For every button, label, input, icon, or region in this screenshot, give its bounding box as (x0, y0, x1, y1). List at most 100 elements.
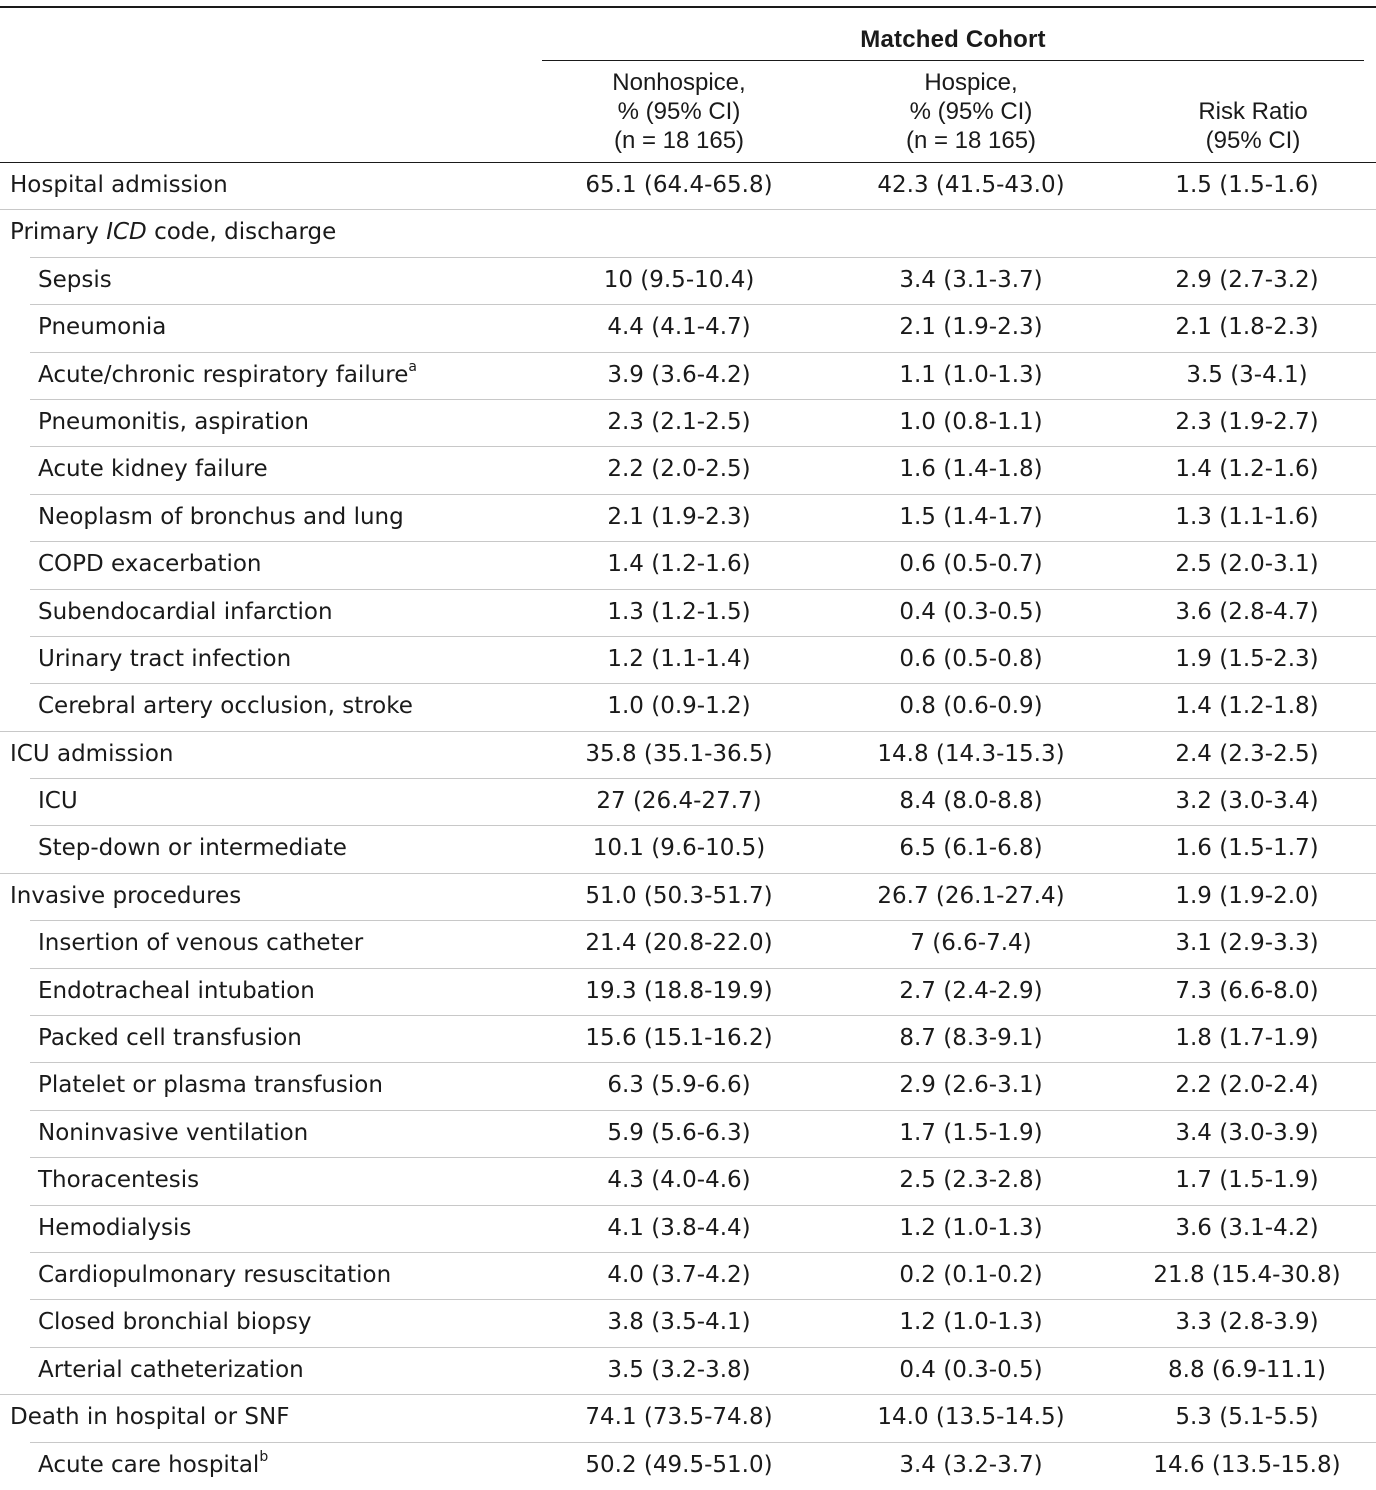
table-row: Primary ICD code, discharge (0, 209, 1376, 256)
cell-nonhospice: 74.1 (73.5-74.8) (585, 1404, 773, 1431)
cell-hospice: 0.4 (0.3-0.5) (899, 1356, 1043, 1383)
row-label: Endotracheal intubation (38, 977, 315, 1004)
cell-risk-ratio: 3.3 (2.8-3.9) (1175, 1309, 1319, 1336)
table-row: ICU 27 (26.4-27.7) 8.4 (8.0-8.8) 3.2 (3.0-3… (0, 778, 1376, 825)
cell-hospice: 1.7 (1.5-1.9) (899, 1119, 1043, 1146)
cell-risk-ratio: 3.2 (3.0-3.4) (1175, 788, 1319, 815)
cell-hospice: 8.4 (8.0-8.8) (899, 788, 1043, 815)
cell-risk-ratio: 3.6 (3.1-4.2) (1175, 1214, 1319, 1241)
row-label: Thoracentesis (38, 1167, 200, 1194)
row-label: Arterial catheterization (38, 1356, 304, 1383)
cell-risk-ratio: 21.8 (15.4-30.8) (1153, 1261, 1341, 1288)
table-row: Closed bronchial biopsy 3.8 (3.5-4.1) 1.2 … (0, 1299, 1376, 1346)
cell-hospice: 7 (6.6-7.4) (910, 930, 1032, 957)
footnote-marker: a (408, 358, 417, 375)
row-label: Cardiopulmonary resuscitation (38, 1261, 392, 1288)
row-label: ICU (38, 788, 78, 815)
row-divider (30, 256, 1376, 258)
row-label: Step-down or intermediate (38, 835, 347, 862)
cell-risk-ratio: 3.5 (3-4.1) (1186, 361, 1308, 388)
cell-nonhospice: 3.8 (3.5-4.1) (607, 1309, 751, 1336)
row-divider (0, 1394, 1376, 1396)
table-row: Hemodialysis 4.1 (3.8-4.4) 1.2 (1.0-1.3) 3.… (0, 1204, 1376, 1252)
cell-hospice: 14.8 (14.3-15.3) (877, 740, 1065, 767)
column-header-line: (n = 18 165) (613, 127, 745, 154)
cell-hospice: 42.3 (41.5-43.0) (877, 172, 1065, 198)
cell-risk-ratio: 2.2 (2.0-2.4) (1175, 1072, 1319, 1099)
table-row: Sepsis 10 (9.5-10.4) 3.4 (3.1-3.7) 2.9 (2.7… (0, 256, 1376, 304)
cell-hospice: 3.4 (3.2-3.7) (899, 1451, 1043, 1478)
cell-nonhospice: 4.0 (3.7-4.2) (607, 1261, 751, 1288)
cell-nonhospice: 1.4 (1.2-1.6) (607, 551, 751, 578)
row-divider (30, 1109, 1376, 1111)
cell-risk-ratio: 1.8 (1.7-1.9) (1175, 1025, 1319, 1052)
row-divider (0, 730, 1376, 732)
row-divider (30, 1346, 1376, 1348)
column-header-line: Hospice, (924, 69, 1018, 96)
cell-risk-ratio: 1.3 (1.1-1.6) (1175, 503, 1319, 530)
row-label: Death in hospital or SNF (10, 1404, 290, 1431)
cell-hospice: 2.5 (2.3-2.8) (899, 1167, 1043, 1194)
cell-nonhospice: 2.3 (2.1-2.5) (607, 408, 751, 435)
row-label: Closed bronchial biopsy (38, 1309, 312, 1336)
cell-nonhospice: 3.9 (3.6-4.2) (607, 361, 751, 388)
cell-hospice: 3.4 (3.1-3.7) (899, 266, 1043, 293)
column-header-nonhospice: Nonhospice, % (95% CI) (n = 18 165) (554, 68, 804, 155)
row-divider (30, 635, 1376, 637)
column-header-line: % (95% CI) (909, 98, 1033, 125)
row-label: Noninvasive ventilation (38, 1119, 309, 1146)
row-divider (30, 351, 1376, 353)
cell-risk-ratio: 2.1 (1.8-2.3) (1175, 314, 1319, 341)
table-row: Subendocardial infarction 1.3 (1.2-1.5) 0.… (0, 588, 1376, 636)
row-divider (30, 683, 1376, 685)
top-rule (0, 6, 1376, 8)
cell-nonhospice: 51.0 (50.3-51.7) (585, 882, 773, 909)
row-divider (30, 446, 1376, 448)
cell-hospice: 0.2 (0.1-0.2) (899, 1261, 1043, 1288)
row-divider (30, 398, 1376, 400)
row-label: Packed cell transfusion (38, 1025, 302, 1052)
table-row: Cerebral artery occlusion, stroke 1.0 (0.… (0, 683, 1376, 730)
cell-nonhospice (554, 209, 804, 256)
row-label: Hospital admission (10, 172, 228, 198)
row-label: Sepsis (38, 266, 112, 293)
row-label: Neoplasm of bronchus and lung (38, 503, 404, 530)
cell-risk-ratio: 1.4 (1.2-1.6) (1175, 456, 1319, 483)
row-divider (30, 1251, 1376, 1253)
column-header-line: (95% CI) (1205, 127, 1301, 154)
cell-nonhospice: 19.3 (18.8-19.9) (585, 977, 773, 1004)
cell-nonhospice: 1.0 (0.9-1.2) (607, 693, 751, 720)
cell-risk-ratio (1122, 209, 1372, 256)
table-body: Hospital admission 65.1 (64.4-65.8) 42.3 (… (0, 162, 1376, 1489)
cell-nonhospice: 65.1 (64.4-65.8) (585, 172, 773, 198)
cell-hospice: 2.9 (2.6-3.1) (899, 1072, 1043, 1099)
cell-risk-ratio: 2.3 (1.9-2.7) (1175, 408, 1319, 435)
row-label: Urinary tract infection (38, 645, 292, 672)
row-label: Pneumonitis, aspiration (38, 408, 309, 435)
row-divider (30, 304, 1376, 306)
row-divider (30, 920, 1376, 922)
table-row: Platelet or plasma transfusion 6.3 (5.9-6… (0, 1062, 1376, 1109)
row-label: ICU admission (10, 740, 174, 767)
cell-hospice: 1.2 (1.0-1.3) (899, 1214, 1043, 1241)
cell-risk-ratio: 5.3 (5.1-5.5) (1175, 1404, 1319, 1431)
cell-nonhospice: 5.9 (5.6-6.3) (607, 1119, 751, 1146)
table-row: Acute care hospitalb 50.2 (49.5-51.0) 3.4 … (0, 1441, 1376, 1489)
cell-nonhospice: 35.8 (35.1-36.5) (585, 740, 773, 767)
table-row: Arterial catheterization 3.5 (3.2-3.8) 0.4… (0, 1346, 1376, 1394)
cell-risk-ratio: 3.4 (3.0-3.9) (1175, 1119, 1319, 1146)
table-row: Pneumonitis, aspiration 2.3 (2.1-2.5) 1.0 … (0, 398, 1376, 446)
row-divider (30, 541, 1376, 543)
cell-risk-ratio: 7.3 (6.6-8.0) (1175, 977, 1319, 1004)
row-divider (0, 209, 1376, 211)
row-divider (30, 825, 1376, 827)
column-header-line: (n = 18 165) (905, 127, 1037, 154)
cell-risk-ratio: 14.6 (13.5-15.8) (1153, 1451, 1341, 1478)
table-row: Acute/chronic respiratory failurea 3.9 (3… (0, 351, 1376, 399)
cell-nonhospice: 50.2 (49.5-51.0) (585, 1451, 773, 1478)
cell-hospice: 2.1 (1.9-2.3) (899, 314, 1043, 341)
table-row: Neoplasm of bronchus and lung 2.1 (1.9-2.… (0, 493, 1376, 541)
cell-risk-ratio: 1.5 (1.5-1.6) (1175, 172, 1319, 198)
row-label: Primary ICD code, discharge (10, 219, 337, 246)
row-divider (30, 1015, 1376, 1017)
